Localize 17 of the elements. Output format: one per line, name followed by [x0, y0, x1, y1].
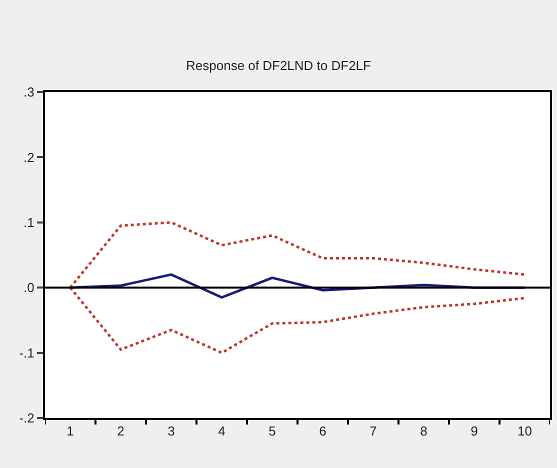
- x-tick-label: 10: [518, 424, 532, 439]
- x-tick-label: 1: [66, 424, 74, 439]
- y-tick-label: -.1: [19, 345, 34, 360]
- x-tick-label: 3: [168, 424, 175, 439]
- x-tick-label: 5: [268, 424, 276, 439]
- y-tick-label: .3: [24, 84, 34, 100]
- x-tick-label: 2: [117, 424, 124, 439]
- x-tick-label: 4: [218, 424, 226, 439]
- x-tick-label: 6: [319, 424, 326, 439]
- x-tick-label: 8: [420, 424, 428, 439]
- chart-title: Response of DF2LND to DF2LF: [186, 58, 372, 74]
- y-tick-label: -.2: [19, 410, 34, 426]
- y-tick-label: .1: [24, 214, 34, 230]
- x-tick-label: 9: [470, 424, 478, 439]
- x-tick-label: 7: [370, 424, 377, 439]
- y-tick-label: .2: [24, 150, 34, 165]
- y-tick-label: .0: [24, 280, 34, 296]
